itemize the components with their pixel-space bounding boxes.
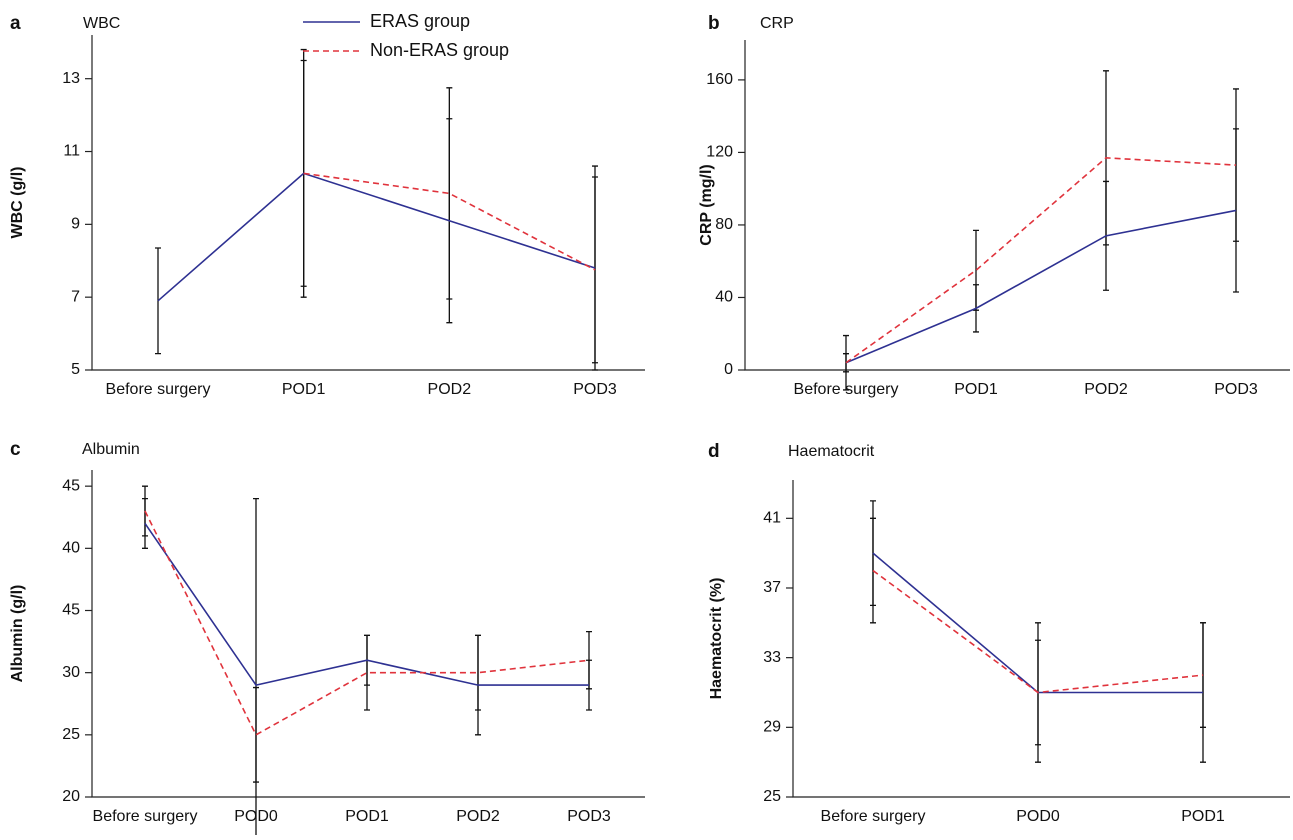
x-tick-label: POD3 xyxy=(573,381,617,398)
y-tick-label: 25 xyxy=(62,726,80,743)
y-axis-label: Haematocrit (%) xyxy=(708,578,725,700)
y-axis-label: CRP (mg/l) xyxy=(698,164,715,245)
y-tick-label: 160 xyxy=(706,71,733,88)
y-tick-label: 5 xyxy=(71,361,80,378)
error-bar xyxy=(586,630,592,690)
y-axis-label: WBC (g/l) xyxy=(9,167,26,239)
x-tick-label: Before surgery xyxy=(93,808,198,825)
x-tick-label: Before surgery xyxy=(821,808,926,825)
panel-label: b xyxy=(708,13,720,34)
axis-line xyxy=(91,35,645,371)
y-tick-label: 40 xyxy=(62,540,80,557)
x-tick-label: POD1 xyxy=(345,808,389,825)
x-tick-label: Before surgery xyxy=(106,381,211,398)
error-bar xyxy=(973,229,979,311)
y-tick-label: 7 xyxy=(71,288,80,305)
y-tick-label: 45 xyxy=(62,602,80,619)
y-axis-label: Albumin (g/l) xyxy=(9,585,26,683)
axis-line xyxy=(744,40,1290,371)
axis-line xyxy=(792,480,1290,798)
series-line xyxy=(144,523,589,686)
panel-title: WBC xyxy=(83,15,120,32)
x-tick-label: POD0 xyxy=(1016,808,1060,825)
x-tick-label: POD2 xyxy=(456,808,500,825)
error-bar xyxy=(446,87,453,300)
y-tick-label: 0 xyxy=(724,361,733,378)
y-tick-label: 29 xyxy=(763,719,781,736)
y-tick-label: 13 xyxy=(62,70,80,87)
y-tick-label: 33 xyxy=(763,649,781,666)
y-tick-label: 9 xyxy=(71,216,80,233)
error-bar xyxy=(1233,88,1239,242)
panel-title: Haematocrit xyxy=(788,443,875,460)
error-bar xyxy=(253,497,259,840)
panel-title: Albumin xyxy=(82,441,140,458)
panel-title: CRP xyxy=(760,15,794,32)
series-line xyxy=(144,510,590,736)
x-tick-label: POD3 xyxy=(1214,381,1258,398)
panel-label: d xyxy=(708,441,720,462)
y-tick-label: 25 xyxy=(763,788,781,805)
panel-label: c xyxy=(10,439,21,460)
legend-label: ERAS group xyxy=(370,11,470,31)
series-line xyxy=(845,209,1237,364)
y-tick-label: 11 xyxy=(63,143,80,160)
error-bar xyxy=(253,686,259,783)
y-tick-label: 40 xyxy=(715,289,733,306)
error-bar xyxy=(475,634,481,711)
x-tick-label: POD2 xyxy=(1084,381,1128,398)
x-tick-label: POD1 xyxy=(1181,808,1225,825)
panel-label: a xyxy=(10,13,21,34)
x-tick-label: POD2 xyxy=(428,381,472,398)
y-tick-label: 41 xyxy=(763,510,781,527)
y-tick-label: 30 xyxy=(62,664,80,681)
y-tick-label: 120 xyxy=(706,144,733,161)
error-bar xyxy=(364,634,370,711)
series-line xyxy=(872,569,1204,694)
y-tick-label: 37 xyxy=(763,579,781,596)
y-tick-label: 45 xyxy=(62,477,80,494)
series-line xyxy=(157,172,596,302)
x-tick-label: POD3 xyxy=(567,808,611,825)
x-tick-label: POD1 xyxy=(954,381,998,398)
y-tick-label: 20 xyxy=(62,788,80,805)
series-line xyxy=(845,157,1237,364)
axis-line xyxy=(91,470,645,798)
legend-label: Non-ERAS group xyxy=(370,40,509,60)
y-tick-label: 80 xyxy=(715,216,733,233)
x-tick-label: POD1 xyxy=(282,381,326,398)
